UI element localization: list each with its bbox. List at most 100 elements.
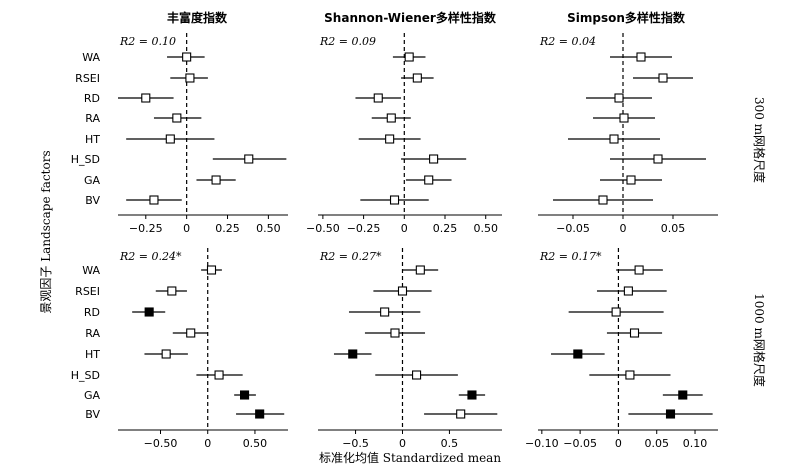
x-axis-title: 标准化均值 Standardized mean (319, 450, 501, 465)
category-label: RA (85, 112, 100, 125)
x-tick-label: −0.50 (144, 437, 178, 450)
point-marker (424, 175, 434, 185)
x-tick-label: 0.50 (256, 222, 281, 235)
point-marker (185, 73, 195, 83)
category-label: WA (82, 264, 100, 277)
point-marker (412, 73, 422, 83)
category-label: BV (85, 194, 100, 207)
point-marker (456, 409, 466, 419)
column-title-shannon: Shannon-Wiener多样性指数 (324, 10, 497, 25)
point-marker (598, 195, 608, 205)
panel-4: −0.50 0 0.50 R2 = 0.24* WA RSEI RD RA HT H_SD GA BV (71, 248, 288, 450)
point-marker (144, 307, 154, 317)
category-label: RD (84, 92, 100, 105)
column-title-simpson: Simpson多样性指数 (567, 10, 686, 25)
category-label: HT (85, 348, 100, 361)
point-marker (141, 93, 151, 103)
category-label: GA (84, 174, 101, 187)
category-label: BV (85, 408, 100, 421)
point-marker (182, 52, 192, 62)
r-squared-annotation: R2 = 0.09 (319, 35, 376, 48)
point-marker (626, 175, 636, 185)
x-tick-label: 0 (620, 222, 627, 235)
point-marker (214, 370, 224, 380)
point-marker (211, 175, 221, 185)
x-tick-label: 0.10 (683, 437, 708, 450)
x-tick-label: −0.05 (563, 437, 597, 450)
category-label: RA (85, 327, 100, 340)
r-squared-annotation: R2 = 0.17* (539, 250, 602, 263)
point-marker (658, 73, 668, 83)
point-marker (629, 328, 640, 338)
point-marker (609, 134, 619, 144)
panel-5: −0.5 0 0.5 R2 = 0.27* (318, 248, 502, 450)
point-marker (573, 349, 583, 359)
y-axis-title: 景观因子 Landscape factors (39, 150, 53, 313)
category-label: GA (84, 389, 101, 402)
category-label: RD (84, 306, 100, 319)
r-squared-annotation: R2 = 0.10 (119, 35, 176, 48)
x-tick-label: 0.5 (441, 437, 459, 450)
x-tick-label: 0 (615, 437, 622, 450)
point-marker (634, 265, 644, 275)
x-tick-label: 0 (399, 437, 406, 450)
point-marker (186, 328, 196, 338)
point-marker (397, 286, 408, 296)
point-marker (165, 134, 175, 144)
point-marker (390, 328, 400, 338)
category-label: RSEI (75, 72, 100, 85)
r-squared-annotation: R2 = 0.27* (319, 250, 382, 263)
x-tick-label: −0.10 (525, 437, 559, 450)
panel-1: −0.25 0 0.25 0.50 R2 = 0.10 WA RSEI RD RA HT H_SD G… (71, 33, 288, 235)
point-marker (206, 265, 217, 275)
x-tick-label: −0.5 (342, 437, 369, 450)
point-marker (373, 93, 383, 103)
x-tick-label: 0.50 (473, 222, 498, 235)
r-squared-annotation: R2 = 0.24* (119, 250, 182, 263)
x-tick-label: 0.25 (215, 222, 240, 235)
row-label-300m: 300 m网格尺度 (752, 97, 767, 183)
x-tick-label: −0.05 (556, 222, 590, 235)
x-tick-label: −0.50 (306, 222, 340, 235)
point-marker (619, 113, 629, 123)
point-marker (653, 154, 663, 164)
point-marker (244, 154, 254, 164)
x-tick-label: 0 (204, 437, 211, 450)
point-marker (240, 390, 250, 400)
point-marker (614, 93, 624, 103)
point-marker (385, 134, 395, 144)
point-marker (172, 113, 182, 123)
point-marker (678, 390, 688, 400)
point-marker (467, 390, 477, 400)
point-marker (611, 307, 621, 317)
x-tick-label: 0 (401, 222, 408, 235)
point-marker (412, 370, 422, 380)
point-marker (404, 52, 414, 62)
column-title-richness: 丰富度指数 (167, 10, 228, 25)
x-tick-label: 0.50 (243, 437, 268, 450)
point-marker (625, 370, 635, 380)
point-marker (623, 286, 633, 296)
x-tick-label: 0.25 (433, 222, 458, 235)
x-tick-label: −0.25 (347, 222, 381, 235)
x-tick-label: 0.05 (644, 437, 669, 450)
category-label: H_SD (71, 153, 100, 166)
point-marker (415, 265, 425, 275)
panel-2: −0.50 −0.25 0 0.25 0.50 R2 = 0.09 (306, 33, 502, 235)
panel-6: −0.10 −0.05 0 0.05 0.10 R2 = 0.17* (525, 248, 718, 450)
category-label: RSEI (75, 285, 100, 298)
panel-3: −0.05 0 0.05 R2 = 0.04 (538, 33, 718, 235)
x-tick-label: −0.25 (129, 222, 163, 235)
x-tick-label: 0 (183, 222, 190, 235)
point-marker (167, 286, 177, 296)
category-label: WA (82, 51, 100, 64)
point-marker (429, 154, 439, 164)
point-marker (161, 349, 171, 359)
r-squared-annotation: R2 = 0.04 (539, 35, 596, 48)
point-marker (665, 409, 676, 419)
point-marker (149, 195, 159, 205)
category-label: H_SD (71, 369, 100, 382)
point-marker (380, 307, 390, 317)
